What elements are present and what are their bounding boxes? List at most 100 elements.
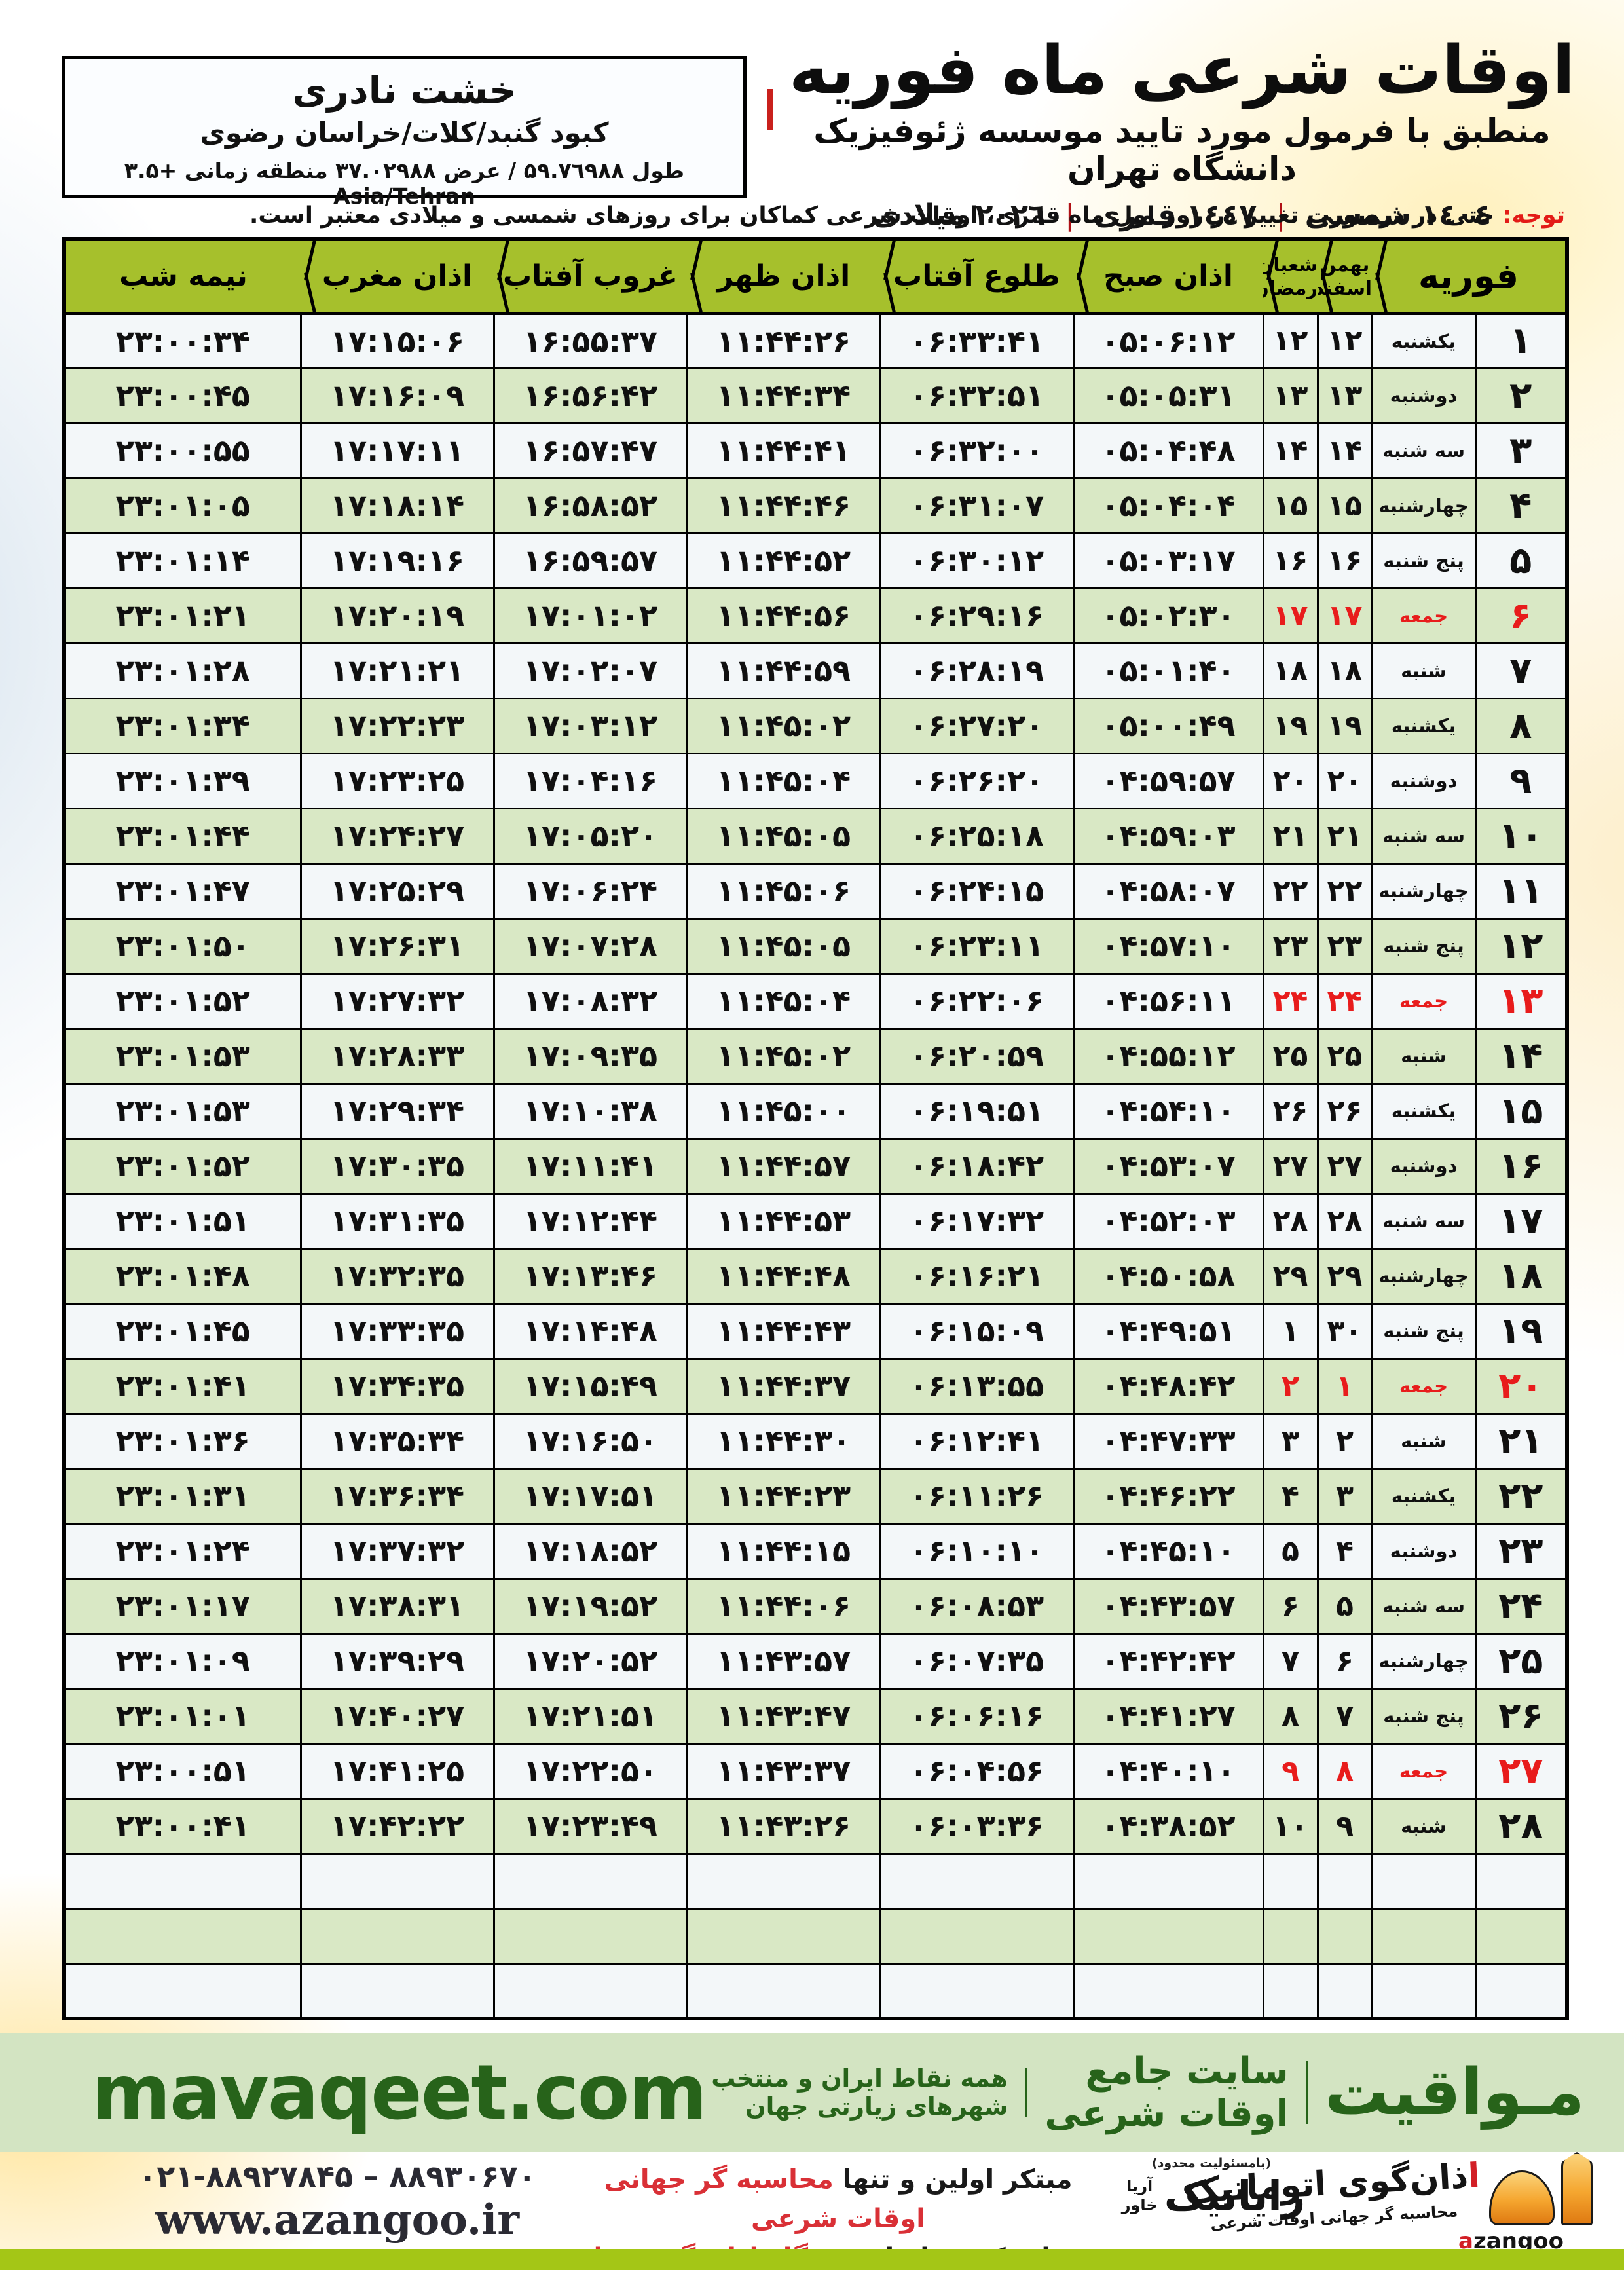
sunrise-time-cell: ۰۶:۲۷:۲۰: [879, 697, 1075, 754]
sunrise-time-cell: ۰۶:۳۱:۰۷: [879, 477, 1075, 534]
lunar-month-day-cell: ۴: [1262, 1467, 1319, 1525]
day-number-cell: ۲۳: [1474, 1522, 1568, 1580]
column-header-maghrib: اذان مغرب: [301, 239, 494, 315]
maghrib-time-cell: ۱۷:۴۰:۲۷: [299, 1687, 495, 1745]
day-number-cell: ۱۳: [1474, 972, 1568, 1030]
solar-month-day-cell: ۱۸: [1316, 642, 1373, 699]
fajr-time-cell: ۰۴:۳۸:۵۲: [1072, 1797, 1264, 1855]
solar-month-day-cell: ۲۴: [1316, 972, 1373, 1030]
dhuhr-time-cell: ۱۱:۴۳:۳۷: [686, 1742, 881, 1800]
table-row: ۱۳ جمعه ۲۴ ۲۴ ۰۴:۵۶:۱۱ ۰۶:۲۲:۰۶ ۱۱:۴۵:۰۴…: [63, 972, 1568, 1030]
lunar-month-day-cell: ۲۸: [1262, 1192, 1319, 1250]
sunrise-time-cell: ۰۶:۳۲:۵۱: [879, 367, 1075, 424]
weekday-cell: چهارشنبه: [1371, 862, 1477, 920]
sunset-time-cell: ۱۷:۱۱:۴۱: [492, 1137, 688, 1195]
day-number-cell: ۱۴: [1474, 1027, 1568, 1085]
weekday-cell: پنج شنبه: [1371, 1687, 1477, 1745]
maghrib-time-cell: ۱۷:۳۱:۳۵: [299, 1192, 495, 1250]
day-number-cell: ۲۴: [1474, 1577, 1568, 1635]
sunset-time-cell: ۱۷:۱۷:۵۱: [492, 1467, 688, 1525]
mavaqeet-domain-link[interactable]: mavaqeet.com: [92, 2048, 707, 2137]
table-row: ۱۵ یکشنبه ۲۶ ۲۶ ۰۴:۵۴:۱۰ ۰۶:۱۹:۵۱ ۱۱:۴۵:…: [63, 1082, 1568, 1140]
lunar-month-day-cell: ۹: [1262, 1742, 1319, 1800]
day-number-cell: ۵: [1474, 532, 1568, 589]
day-number-cell: ۱۶: [1474, 1137, 1568, 1195]
dhuhr-time-cell: ۱۱:۴۳:۲۶: [686, 1797, 881, 1855]
day-number-cell: ۳: [1474, 422, 1568, 479]
azangoo-website-link[interactable]: www.azangoo.ir: [155, 2195, 520, 2244]
sunset-time-cell: ۱۷:۱۵:۴۹: [492, 1357, 688, 1415]
table-row: ۱۱ چهارشنبه ۲۲ ۲۲ ۰۴:۵۸:۰۷ ۰۶:۲۴:۱۵ ۱۱:۴…: [63, 862, 1568, 920]
day-number-cell: ۹: [1474, 752, 1568, 809]
maghrib-time-cell: ۱۷:۳۵:۳۴: [299, 1412, 495, 1470]
fajr-time-cell: ۰۴:۴۲:۴۲: [1072, 1632, 1264, 1690]
midnight-time-cell: ۲۳:۰۱:۳۹: [63, 752, 302, 809]
mavaqeet-description: سایت جامع اوقات شرعی: [1044, 2050, 1289, 2135]
midnight-time-cell: [63, 1962, 302, 2020]
sunrise-time-cell: [879, 1852, 1075, 1910]
solar-month-day-cell: ۱۹: [1316, 697, 1373, 754]
sunrise-time-cell: ۰۶:۳۳:۴۱: [879, 312, 1075, 369]
weekday-cell: شنبه: [1371, 642, 1477, 699]
weekday-cell: جمعه: [1371, 1357, 1477, 1415]
solar-month-day-cell: ۲۳: [1316, 917, 1373, 975]
page-title: اوقات شرعی ماه فوریه: [788, 31, 1576, 109]
table-row: ۱۶ دوشنبه ۲۷ ۲۷ ۰۴:۵۳:۰۷ ۰۶:۱۸:۴۲ ۱۱:۴۴:…: [63, 1137, 1568, 1195]
azangoo-persian-first-letter: ا: [1467, 2156, 1481, 2197]
divider-bar: [1305, 2061, 1308, 2124]
sunrise-time-cell: ۰۶:۲۶:۲۰: [879, 752, 1075, 809]
weekday-cell: یکشنبه: [1371, 1467, 1477, 1525]
sunset-time-cell: ۱۶:۵۶:۴۲: [492, 367, 688, 424]
slogan-line1-red: محاسبه گر جهانی اوقات شرعی: [604, 2165, 925, 2234]
column-header-fajr: اذان صبح: [1073, 239, 1263, 315]
weekday-cell: یکشنبه: [1371, 697, 1477, 754]
day-number-cell: ۱۸: [1474, 1247, 1568, 1305]
sunset-time-cell: [492, 1852, 688, 1910]
sunset-time-cell: ۱۶:۵۷:۴۷: [492, 422, 688, 479]
dhuhr-time-cell: ۱۱:۴۴:۴۱: [686, 422, 881, 479]
sunset-time-cell: ۱۷:۰۵:۲۰: [492, 807, 688, 865]
dhuhr-time-cell: ۱۱:۴۴:۵۹: [686, 642, 881, 699]
dhuhr-time-cell: ۱۱:۴۵:۰۴: [686, 752, 881, 809]
sunrise-time-cell: ۰۶:۲۲:۰۶: [879, 972, 1075, 1030]
solar-month-day-cell: [1316, 1962, 1373, 2020]
maghrib-time-cell: ۱۷:۳۲:۳۵: [299, 1247, 495, 1305]
midnight-time-cell: ۲۳:۰۰:۵۵: [63, 422, 302, 479]
sunrise-time-cell: [879, 1962, 1075, 2020]
fajr-time-cell: ۰۴:۴۵:۱۰: [1072, 1522, 1264, 1580]
weekday-cell: جمعه: [1371, 1742, 1477, 1800]
fajr-time-cell: ۰۴:۴۶:۲۲: [1072, 1467, 1264, 1525]
maghrib-time-cell: ۱۷:۱۵:۰۶: [299, 312, 495, 369]
midnight-time-cell: ۲۳:۰۱:۵۱: [63, 1192, 302, 1250]
midnight-time-cell: ۲۳:۰۱:۴۴: [63, 807, 302, 865]
bottom-green-band: [0, 2249, 1624, 2270]
solar-month-day-cell: ۱۵: [1316, 477, 1373, 534]
table-row: ۱ یکشنبه ۱۲ ۱۲ ۰۵:۰۶:۱۲ ۰۶:۳۳:۴۱ ۱۱:۴۴:۲…: [63, 312, 1568, 369]
dhuhr-time-cell: ۱۱:۴۴:۰۶: [686, 1577, 881, 1635]
notice-text: حتی در درصورت تغییر در روز اول ماه قمری،…: [249, 202, 1503, 229]
fajr-time-cell: ۰۴:۴۳:۵۷: [1072, 1577, 1264, 1635]
maghrib-time-cell: ۱۷:۳۳:۳۵: [299, 1302, 495, 1360]
weekday-cell: پنج شنبه: [1371, 1302, 1477, 1360]
lunar-month-day-cell: ۱۰: [1262, 1797, 1319, 1855]
maghrib-time-cell: ۱۷:۲۷:۳۲: [299, 972, 495, 1030]
year-qamari: ١٤٤٧ قمری: [1094, 198, 1257, 232]
midnight-time-cell: ۲۳:۰۱:۳۴: [63, 697, 302, 754]
fajr-time-cell: [1072, 1907, 1264, 1965]
maghrib-time-cell: ۱۷:۱۸:۱۴: [299, 477, 495, 534]
sunrise-time-cell: ۰۶:۲۳:۱۱: [879, 917, 1075, 975]
table-row: ۹ دوشنبه ۲۰ ۲۰ ۰۴:۵۹:۵۷ ۰۶:۲۶:۲۰ ۱۱:۴۵:۰…: [63, 752, 1568, 809]
fajr-time-cell: ۰۵:۰۴:۰۴: [1072, 477, 1264, 534]
fajr-time-cell: ۰۴:۵۶:۱۱: [1072, 972, 1264, 1030]
day-number-cell: ۱۹: [1474, 1302, 1568, 1360]
day-number-cell: ۲۸: [1474, 1797, 1568, 1855]
column-header-february: فوریه: [1372, 239, 1568, 315]
day-number-cell: ۲۱: [1474, 1412, 1568, 1470]
fajr-time-cell: ۰۴:۴۷:۳۳: [1072, 1412, 1264, 1470]
midnight-time-cell: ۲۳:۰۰:۳۴: [63, 312, 302, 369]
dhuhr-time-cell: ۱۱:۴۴:۳۴: [686, 367, 881, 424]
lunar-month-day-cell: [1262, 1907, 1319, 1965]
lunar-month-day-cell: ۱۵: [1262, 477, 1319, 534]
mavaqeet-scope: همه نقاط ایران و منتخب شهرهای زیارتی جها…: [711, 2064, 1008, 2121]
